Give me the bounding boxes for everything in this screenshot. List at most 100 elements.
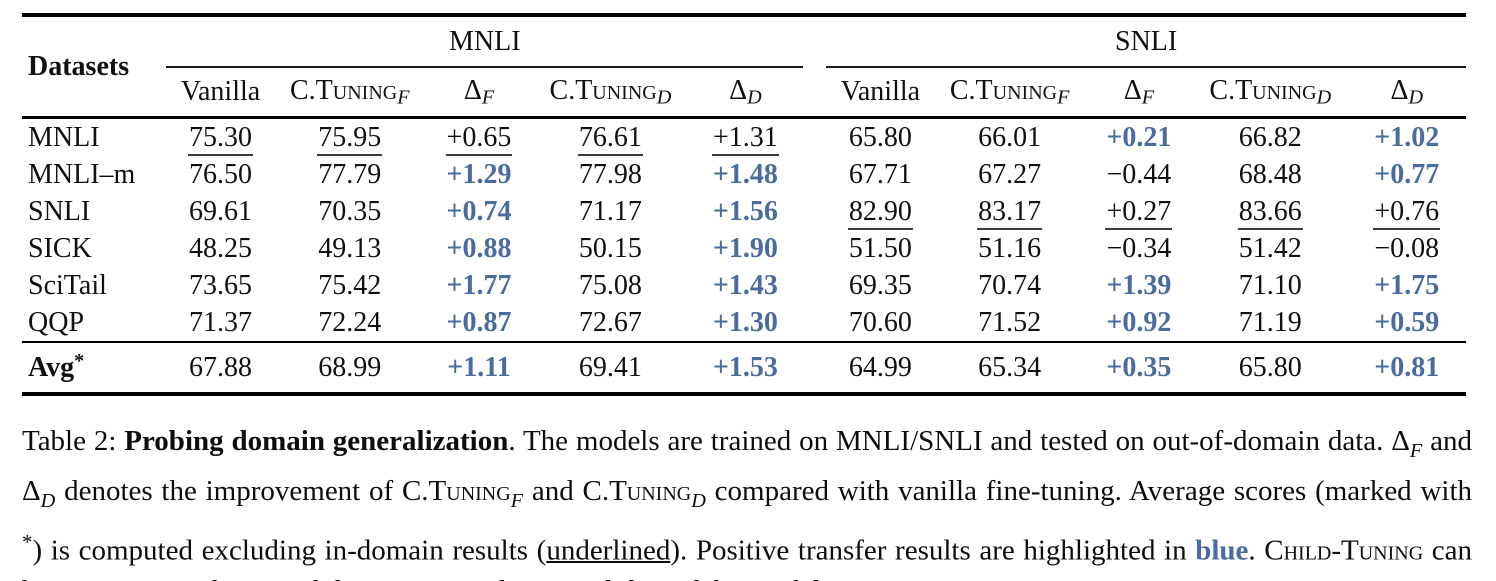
cell-value: +0.21	[1085, 118, 1193, 157]
row-label: MNLI–m	[28, 158, 136, 190]
value-text: 71.17	[578, 195, 642, 227]
datasets-header-label: Datasets	[28, 50, 130, 82]
value-text: 69.35	[848, 269, 912, 301]
value-text: 68.99	[318, 351, 382, 383]
value-text: +1.53	[712, 351, 778, 383]
row-label: SNLI	[28, 195, 91, 227]
value-text: −0.34	[1106, 232, 1172, 264]
sub-d: D	[747, 86, 762, 109]
cell-value: 64.99	[826, 341, 935, 394]
col-header-ctuning-f-snli: C.TuningF	[934, 67, 1085, 119]
value-text: −0.08	[1374, 232, 1440, 264]
value-text: 82.90	[847, 195, 913, 230]
cell-value: +1.30	[688, 304, 804, 342]
caption-segment: Table 2:	[22, 425, 125, 457]
sub-d: D	[1316, 86, 1332, 109]
value-text: 48.25	[189, 232, 253, 264]
caption-segment: C.Tuning	[582, 475, 692, 508]
sub-d: D	[1408, 86, 1424, 109]
table-row: MNLI–m 76.50 77.79 +1.29 77.98 +1.48 67.71 67.2…	[22, 156, 1466, 193]
cell-value: 48.25	[166, 230, 274, 267]
cell-value: −0.44	[1085, 156, 1193, 193]
value-text: +0.76	[1373, 195, 1441, 230]
cell-value: 69.41	[533, 341, 688, 394]
row-gap	[803, 341, 827, 394]
ctuning-label: C.Tuning	[290, 74, 398, 106]
value-text: 70.74	[978, 269, 1042, 301]
caption-segment: can better maintain the out-of-domain ge…	[22, 534, 1473, 581]
value-text: 76.50	[189, 158, 253, 190]
row-gap	[803, 118, 826, 157]
table-row: SNLI 69.61 70.35 +0.74 71.17 +1.56 82.90 83.17 +…	[22, 193, 1466, 230]
cell-value: 71.19	[1193, 304, 1348, 342]
group-gap	[803, 15, 826, 67]
col-header-delta-d-mnli: ΔD	[687, 67, 804, 119]
col-header-delta-f-mnli: ΔF	[424, 67, 534, 119]
row-label: QQP	[28, 306, 85, 338]
cell-value: 83.66	[1193, 193, 1348, 230]
delta-label: Δ	[729, 74, 748, 106]
cell-value: 67.71	[826, 156, 934, 193]
cell-value: 77.98	[533, 156, 688, 193]
cell-value: +0.59	[1348, 304, 1466, 342]
value-text: +0.27	[1105, 195, 1173, 230]
table-caption: Table 2: Probing domain generalization. …	[22, 421, 1472, 581]
value-text: +0.35	[1106, 351, 1172, 383]
caption-segment: F	[1409, 439, 1423, 462]
cell-value: 70.60	[826, 304, 934, 342]
cell-value: 73.65	[166, 267, 274, 304]
cell-value: 75.95	[275, 118, 425, 157]
caption-segment: and	[1422, 425, 1473, 457]
cell-value: +1.39	[1085, 267, 1193, 304]
value-text: 69.41	[578, 351, 642, 383]
cell-value: 72.24	[275, 304, 425, 342]
delta-label: Δ	[463, 74, 482, 106]
ctuning-label: C.Tuning	[1209, 74, 1317, 106]
row-label: MNLI	[28, 121, 100, 153]
value-text: 71.52	[978, 306, 1042, 338]
cell-value: −0.08	[1348, 230, 1466, 267]
cell-value: +1.53	[687, 341, 804, 394]
table-row: MNLI 75.30 75.95 +0.65 76.61 +1.31 65.80 66.01 +…	[22, 118, 1466, 157]
cell-value: 68.99	[274, 341, 425, 394]
value-text: +0.74	[446, 195, 512, 227]
caption-segment: C.Tuning	[401, 475, 511, 508]
caption-segment: F	[510, 490, 524, 513]
value-text: +0.81	[1374, 351, 1440, 383]
cell-value: 50.15	[533, 230, 688, 267]
cell-value: 49.13	[275, 230, 425, 267]
cell-value: +1.75	[1348, 267, 1466, 304]
row-label: Avg*	[22, 341, 167, 394]
cell-value: 65.80	[1193, 341, 1348, 394]
value-text: +1.48	[712, 158, 778, 190]
value-text: 83.17	[977, 195, 1043, 230]
datasets-header: Datasets	[22, 15, 167, 119]
delta-label: Δ	[1390, 74, 1409, 106]
cell-value: 76.61	[533, 118, 688, 157]
caption-segment: .	[1248, 534, 1265, 567]
row-gap	[803, 230, 826, 267]
ctuning-label: C.Tuning	[549, 74, 657, 106]
cell-value: 69.61	[166, 193, 274, 230]
cell-value: 68.48	[1193, 156, 1348, 193]
value-text: +0.77	[1374, 158, 1440, 190]
cell-value: 67.27	[935, 156, 1085, 193]
value-text: +1.90	[712, 232, 778, 264]
sub-f: F	[1057, 86, 1070, 109]
cell-value: 77.79	[275, 156, 425, 193]
cell-value: 51.50	[826, 230, 934, 267]
value-text: +0.21	[1106, 121, 1172, 153]
row-label: SICK	[28, 232, 92, 264]
caption-segment: denotes the improvement of	[55, 475, 402, 508]
caption-segment: Child-Tuning	[1264, 534, 1424, 567]
sub-f: F	[1141, 86, 1155, 109]
cell-value: 70.74	[935, 267, 1085, 304]
group-snli-label: SNLI	[1115, 25, 1178, 57]
value-text: +1.75	[1374, 269, 1440, 301]
value-text: 51.50	[848, 232, 912, 264]
value-text: 65.34	[978, 351, 1042, 383]
sub-f: F	[481, 86, 495, 109]
cell-value: +1.11	[424, 341, 534, 394]
caption-segment: Δ	[22, 475, 41, 508]
